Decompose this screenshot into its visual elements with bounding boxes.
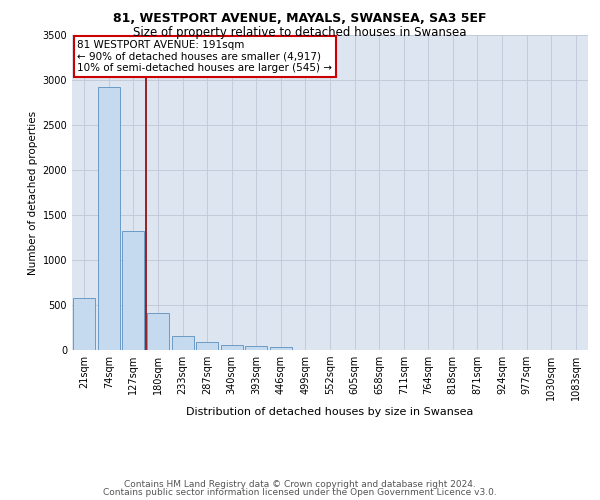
Text: Contains HM Land Registry data © Crown copyright and database right 2024.: Contains HM Land Registry data © Crown c… (124, 480, 476, 489)
Text: 81 WESTPORT AVENUE: 191sqm
← 90% of detached houses are smaller (4,917)
10% of s: 81 WESTPORT AVENUE: 191sqm ← 90% of deta… (77, 40, 332, 73)
Bar (147, 312, 169, 350)
Bar (245, 346, 268, 350)
Y-axis label: Number of detached properties: Number of detached properties (28, 110, 38, 274)
Bar (196, 342, 218, 350)
Bar (73, 298, 95, 350)
Bar (122, 231, 145, 350)
Text: 81, WESTPORT AVENUE, MAYALS, SWANSEA, SA3 5EF: 81, WESTPORT AVENUE, MAYALS, SWANSEA, SA… (113, 12, 487, 26)
Text: Size of property relative to detached houses in Swansea: Size of property relative to detached ho… (133, 26, 467, 39)
X-axis label: Distribution of detached houses by size in Swansea: Distribution of detached houses by size … (187, 407, 473, 417)
Text: Contains public sector information licensed under the Open Government Licence v3: Contains public sector information licen… (103, 488, 497, 497)
Bar (221, 345, 243, 350)
Bar (270, 348, 292, 350)
Bar (172, 336, 194, 350)
Bar (98, 87, 120, 350)
